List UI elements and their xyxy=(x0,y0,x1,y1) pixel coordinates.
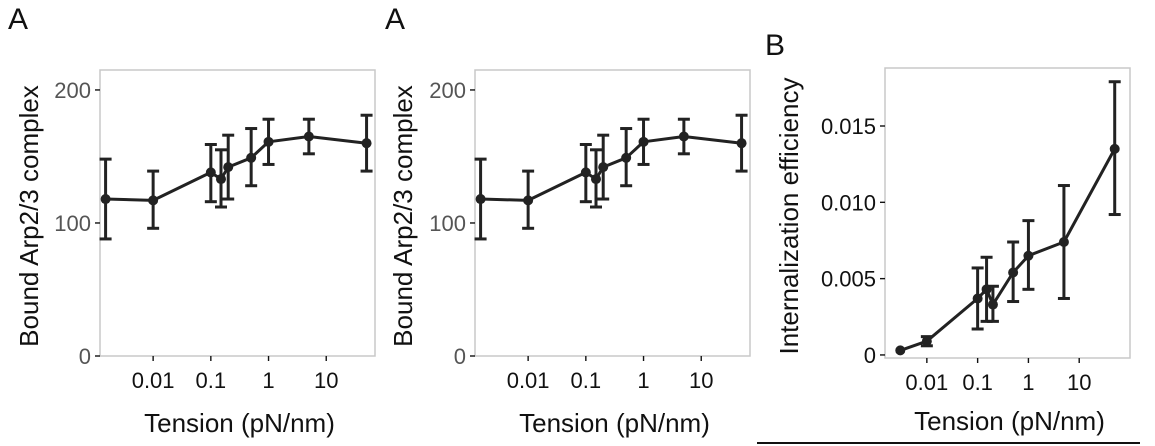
x-tick-label: 1 xyxy=(637,368,649,393)
data-point xyxy=(148,195,159,206)
data-point xyxy=(590,174,601,185)
panel-label: A xyxy=(385,3,405,36)
x-axis-title: Tension (pN/nm) xyxy=(914,406,1105,436)
x-axis-title: Tension (pN/nm) xyxy=(519,408,710,438)
data-point xyxy=(580,167,591,178)
y-tick-label: 0.005 xyxy=(821,267,876,292)
data-point xyxy=(598,162,609,173)
data-point xyxy=(1058,237,1069,247)
x-tick-label: 10 xyxy=(689,368,713,393)
y-tick-label: 100 xyxy=(429,211,466,236)
x-tick-label: 0.01 xyxy=(905,370,948,395)
data-point xyxy=(736,138,747,149)
y-tick-label: 100 xyxy=(54,211,91,236)
data-point xyxy=(263,136,274,147)
x-axis-title: Tension (pN/nm) xyxy=(144,408,335,438)
data-point xyxy=(361,138,372,149)
data-point xyxy=(246,152,257,163)
panel-label: A xyxy=(8,3,28,36)
x-tick-label: 0.1 xyxy=(571,368,602,393)
series-line xyxy=(105,135,367,202)
x-tick-label: 0.01 xyxy=(507,368,550,393)
y-tick-label: 0.010 xyxy=(821,190,876,215)
y-axis-title: Internalization efficiency xyxy=(774,77,804,354)
y-tick-label: 0.015 xyxy=(821,114,876,139)
x-tick-label: 0.01 xyxy=(132,368,175,393)
data-point xyxy=(1023,250,1034,261)
data-point xyxy=(1008,267,1019,278)
data-point xyxy=(475,194,486,205)
data-point xyxy=(972,293,983,304)
y-tick-label: 0 xyxy=(864,343,876,368)
plot-frame xyxy=(474,69,751,357)
series-line xyxy=(480,135,742,202)
data-point xyxy=(523,195,534,206)
y-axis-title: Bound Arp2/3 complex xyxy=(388,85,418,347)
data-point xyxy=(303,131,314,142)
plot-frame xyxy=(99,69,376,357)
data-point xyxy=(223,162,234,173)
x-tick-label: 1 xyxy=(1022,370,1034,395)
x-tick-label: 1 xyxy=(262,368,274,393)
data-point xyxy=(1109,143,1120,154)
data-point xyxy=(987,299,998,310)
data-point xyxy=(678,131,689,142)
data-point xyxy=(215,174,226,185)
x-tick-label: 10 xyxy=(1067,370,1091,395)
series-line xyxy=(899,148,1117,352)
x-tick-label: 0.1 xyxy=(962,370,993,395)
plot-frame xyxy=(884,67,1131,359)
y-tick-label: 200 xyxy=(429,78,466,103)
chart-panel-3: B 0 0.005 0.010 0.015 0.01 0.1 1 10 Tension (pN/n… xyxy=(765,29,1131,436)
data-point xyxy=(100,194,111,205)
data-point xyxy=(921,336,932,347)
chart-panel-2: A 0 100 200 0.01 0.1 1 10 Tension (pN/nm) Bound A… xyxy=(385,3,751,438)
y-tick-label: 200 xyxy=(54,78,91,103)
x-tick-label: 10 xyxy=(314,368,338,393)
x-tick-label: 0.1 xyxy=(196,368,227,393)
data-point xyxy=(895,345,906,356)
data-point xyxy=(621,152,632,163)
data-point xyxy=(638,136,649,147)
y-axis-title: Bound Arp2/3 complex xyxy=(14,85,44,347)
data-point xyxy=(205,167,216,178)
y-tick-label: 0 xyxy=(454,344,466,369)
panel-label: B xyxy=(765,29,785,62)
y-tick-label: 0 xyxy=(79,344,91,369)
chart-panel-1: A 0 100 200 0.01 0.1 1 10 Tension (pN/nm) Bound A… xyxy=(8,3,376,438)
